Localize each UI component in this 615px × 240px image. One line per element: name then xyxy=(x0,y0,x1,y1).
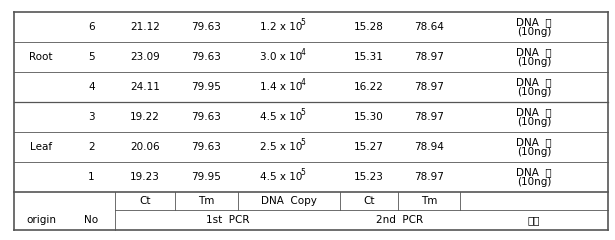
Text: 15.30: 15.30 xyxy=(354,112,384,122)
Text: No: No xyxy=(84,215,98,225)
Text: Ct: Ct xyxy=(139,196,151,206)
Text: 5: 5 xyxy=(301,18,306,27)
Text: DNA  양: DNA 양 xyxy=(516,137,552,147)
Text: (10ng): (10ng) xyxy=(517,87,551,97)
Text: DNA  양: DNA 양 xyxy=(516,167,552,177)
Text: DNA  양: DNA 양 xyxy=(516,47,552,57)
Text: 79.63: 79.63 xyxy=(191,22,221,32)
Text: 79.95: 79.95 xyxy=(191,172,221,182)
Text: 4.5 x 10: 4.5 x 10 xyxy=(260,172,302,182)
Text: Tm: Tm xyxy=(421,196,437,206)
Text: 5: 5 xyxy=(301,138,306,147)
Text: 79.63: 79.63 xyxy=(191,112,221,122)
Text: 2.5 x 10: 2.5 x 10 xyxy=(260,142,302,152)
Text: (10ng): (10ng) xyxy=(517,27,551,37)
Text: origin: origin xyxy=(26,215,56,225)
Text: 4.5 x 10: 4.5 x 10 xyxy=(260,112,302,122)
Text: 79.63: 79.63 xyxy=(191,52,221,62)
Text: 78.97: 78.97 xyxy=(414,52,444,62)
Text: 4: 4 xyxy=(88,82,95,92)
Text: 1.2 x 10: 1.2 x 10 xyxy=(260,22,302,32)
Text: 78.97: 78.97 xyxy=(414,172,444,182)
Text: (10ng): (10ng) xyxy=(517,57,551,67)
Text: 5: 5 xyxy=(301,108,306,117)
Text: DNA  양: DNA 양 xyxy=(516,107,552,117)
Text: 2nd  PCR: 2nd PCR xyxy=(376,215,424,225)
Text: Ct: Ct xyxy=(363,196,375,206)
Text: 비고: 비고 xyxy=(528,215,540,225)
Text: 20.06: 20.06 xyxy=(130,142,160,152)
Text: Root: Root xyxy=(30,52,53,62)
Text: 24.11: 24.11 xyxy=(130,82,160,92)
Text: 15.23: 15.23 xyxy=(354,172,384,182)
Text: DNA  양: DNA 양 xyxy=(516,77,552,87)
Text: 5: 5 xyxy=(301,168,306,177)
Text: 15.27: 15.27 xyxy=(354,142,384,152)
Text: 1.4 x 10: 1.4 x 10 xyxy=(260,82,302,92)
Text: 3: 3 xyxy=(88,112,95,122)
Text: 78.94: 78.94 xyxy=(414,142,444,152)
Text: 79.95: 79.95 xyxy=(191,82,221,92)
Text: (10ng): (10ng) xyxy=(517,117,551,127)
Text: 2: 2 xyxy=(88,142,95,152)
Text: 16.22: 16.22 xyxy=(354,82,384,92)
Text: 4: 4 xyxy=(301,78,306,87)
Text: 1: 1 xyxy=(88,172,95,182)
Text: 19.23: 19.23 xyxy=(130,172,160,182)
Text: Tm: Tm xyxy=(198,196,215,206)
Text: 19.22: 19.22 xyxy=(130,112,160,122)
Text: 78.97: 78.97 xyxy=(414,82,444,92)
Text: 4: 4 xyxy=(301,48,306,57)
Text: 78.64: 78.64 xyxy=(414,22,444,32)
Text: (10ng): (10ng) xyxy=(517,147,551,157)
Text: 23.09: 23.09 xyxy=(130,52,160,62)
Text: (10ng): (10ng) xyxy=(517,177,551,187)
Text: 79.63: 79.63 xyxy=(191,142,221,152)
Text: 3.0 x 10: 3.0 x 10 xyxy=(260,52,302,62)
Text: DNA  Copy: DNA Copy xyxy=(261,196,317,206)
Text: 6: 6 xyxy=(88,22,95,32)
Text: 15.28: 15.28 xyxy=(354,22,384,32)
Text: 15.31: 15.31 xyxy=(354,52,384,62)
Text: DNA  양: DNA 양 xyxy=(516,17,552,27)
Text: 1st  PCR: 1st PCR xyxy=(206,215,249,225)
Text: 21.12: 21.12 xyxy=(130,22,160,32)
Text: Leaf: Leaf xyxy=(30,142,52,152)
Text: 5: 5 xyxy=(88,52,95,62)
Text: 78.97: 78.97 xyxy=(414,112,444,122)
